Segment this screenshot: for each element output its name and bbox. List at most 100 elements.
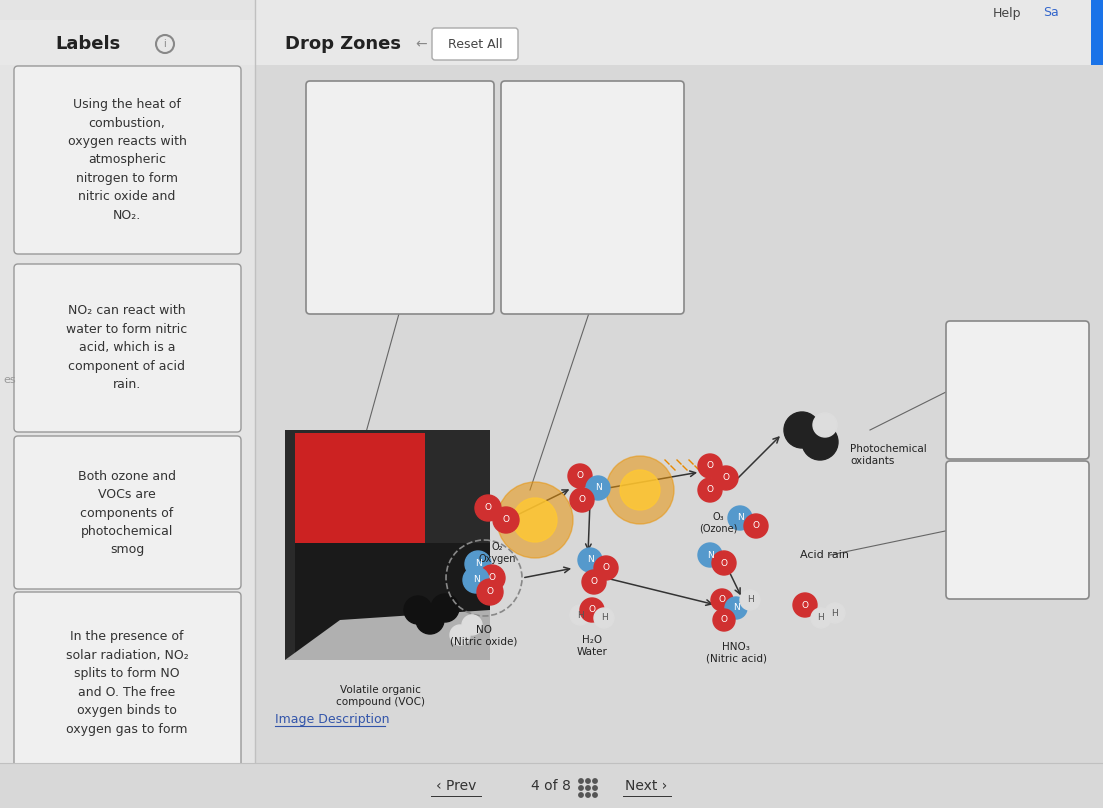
Circle shape — [711, 589, 733, 611]
Text: Drop Zones: Drop Zones — [285, 35, 401, 53]
Circle shape — [462, 615, 482, 635]
Circle shape — [579, 793, 583, 797]
Text: Next ›: Next › — [625, 779, 667, 793]
Circle shape — [497, 482, 572, 558]
FancyBboxPatch shape — [306, 81, 494, 314]
Text: Acid rain: Acid rain — [800, 550, 849, 560]
Circle shape — [580, 598, 604, 622]
Text: O₂
Oxygen: O₂ Oxygen — [479, 542, 516, 564]
Circle shape — [586, 779, 590, 783]
Text: O: O — [707, 486, 714, 494]
Circle shape — [404, 596, 432, 624]
Circle shape — [811, 608, 831, 628]
Text: O₃
(Ozone): O₃ (Ozone) — [699, 512, 737, 533]
FancyBboxPatch shape — [14, 264, 240, 432]
Text: N: N — [737, 514, 743, 523]
Text: Reset All: Reset All — [448, 37, 502, 50]
Text: H: H — [577, 611, 583, 620]
Text: ‹ Prev: ‹ Prev — [436, 779, 476, 793]
Text: NO
(Nitric oxide): NO (Nitric oxide) — [450, 625, 517, 646]
Circle shape — [586, 793, 590, 797]
FancyBboxPatch shape — [285, 430, 490, 660]
Text: N: N — [707, 550, 714, 559]
Circle shape — [431, 594, 459, 622]
Circle shape — [713, 551, 736, 575]
Circle shape — [725, 597, 747, 619]
Circle shape — [579, 779, 583, 783]
Text: Photochemical
oxidants: Photochemical oxidants — [850, 444, 927, 465]
Circle shape — [570, 605, 590, 625]
Circle shape — [592, 779, 597, 783]
Circle shape — [698, 454, 722, 478]
Text: O: O — [484, 503, 492, 512]
Circle shape — [465, 551, 491, 577]
Text: Both ozone and
VOCs are
components of
photochemical
smog: Both ozone and VOCs are components of ph… — [78, 469, 176, 557]
Text: O: O — [722, 473, 729, 482]
Circle shape — [595, 608, 614, 628]
Text: O: O — [577, 472, 583, 481]
Circle shape — [586, 476, 610, 500]
Text: 4 of 8: 4 of 8 — [531, 779, 571, 793]
FancyBboxPatch shape — [946, 321, 1089, 459]
FancyBboxPatch shape — [946, 461, 1089, 599]
Text: H₂O
Water: H₂O Water — [577, 635, 608, 657]
FancyBboxPatch shape — [1091, 0, 1103, 65]
Text: H: H — [601, 613, 608, 622]
Circle shape — [698, 543, 722, 567]
Text: In the presence of
solar radiation, NO₂
splits to form NO
and O. The free
oxygen: In the presence of solar radiation, NO₂ … — [65, 630, 189, 736]
FancyBboxPatch shape — [295, 433, 425, 543]
Circle shape — [793, 593, 817, 617]
Circle shape — [586, 786, 590, 790]
Text: N: N — [595, 483, 601, 493]
Text: NO₂ can react with
water to form nitric
acid, which is a
component of acid
rain.: NO₂ can react with water to form nitric … — [66, 305, 188, 392]
Circle shape — [568, 464, 592, 488]
FancyBboxPatch shape — [501, 81, 684, 314]
Text: O: O — [707, 461, 714, 470]
Text: O: O — [720, 558, 728, 567]
Circle shape — [476, 579, 503, 605]
Circle shape — [592, 793, 597, 797]
Circle shape — [579, 786, 583, 790]
Circle shape — [416, 606, 445, 634]
Circle shape — [713, 609, 735, 631]
Text: O: O — [720, 616, 728, 625]
Text: N: N — [474, 559, 481, 569]
Text: N: N — [587, 556, 593, 565]
Circle shape — [802, 424, 838, 460]
Circle shape — [728, 506, 752, 530]
Circle shape — [620, 470, 660, 510]
Polygon shape — [285, 610, 490, 660]
Circle shape — [582, 570, 606, 594]
Text: es: es — [3, 375, 15, 385]
Text: O: O — [718, 595, 726, 604]
Circle shape — [570, 488, 595, 512]
Circle shape — [714, 466, 738, 490]
Text: Image Description: Image Description — [275, 713, 389, 726]
FancyBboxPatch shape — [0, 20, 255, 65]
Text: i: i — [163, 39, 167, 49]
Circle shape — [606, 456, 674, 524]
Text: O: O — [590, 578, 598, 587]
Circle shape — [698, 478, 722, 502]
FancyBboxPatch shape — [14, 436, 240, 589]
Text: H: H — [817, 613, 824, 622]
FancyBboxPatch shape — [432, 28, 518, 60]
Circle shape — [493, 507, 520, 533]
Circle shape — [513, 498, 557, 542]
Text: Using the heat of
combustion,
oxygen reacts with
atmospheric
nitrogen to form
ni: Using the heat of combustion, oxygen rea… — [67, 98, 186, 222]
Text: O: O — [802, 600, 808, 609]
Circle shape — [740, 590, 760, 610]
Text: N: N — [732, 604, 739, 612]
FancyBboxPatch shape — [255, 20, 1103, 65]
Text: O: O — [489, 574, 495, 583]
Text: H: H — [747, 595, 753, 604]
Circle shape — [595, 556, 618, 580]
Text: O: O — [602, 563, 610, 573]
Circle shape — [479, 565, 505, 591]
FancyBboxPatch shape — [0, 763, 1103, 808]
Text: ←: ← — [415, 37, 427, 51]
Text: Help: Help — [993, 6, 1021, 19]
Circle shape — [745, 514, 768, 538]
Text: Sa: Sa — [1043, 6, 1059, 19]
Text: Volatile organic
compound (VOC): Volatile organic compound (VOC) — [335, 685, 425, 707]
